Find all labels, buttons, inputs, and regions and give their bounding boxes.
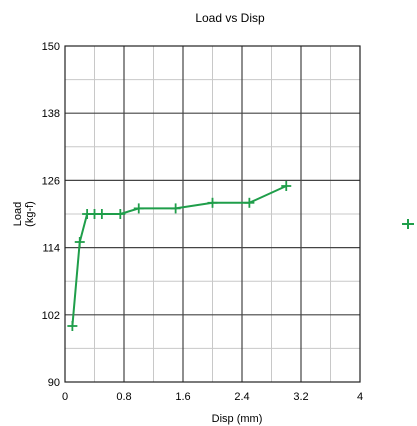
- data-point: [207, 197, 218, 208]
- series-layer: [67, 181, 292, 331]
- plot-frame: [64, 45, 361, 383]
- y-axis-label: Load (kg-f): [12, 201, 36, 227]
- y-tick-label: 102: [42, 310, 60, 322]
- data-point: [170, 203, 181, 214]
- data-point: [133, 203, 144, 214]
- x-tick-label: 4: [357, 391, 363, 403]
- y-tick-label: 114: [42, 243, 60, 255]
- x-tick-label: 1.6: [175, 391, 190, 403]
- y-tick-label: 138: [42, 108, 60, 120]
- x-tick-label: 0: [62, 391, 68, 403]
- chart-title: Load vs Disp: [195, 11, 265, 25]
- data-point: [74, 237, 85, 247]
- data-point: [96, 209, 107, 219]
- data-point: [244, 197, 255, 208]
- y-tick-label: 90: [48, 377, 60, 389]
- x-tick-label: 2.4: [234, 391, 249, 403]
- y-axis-label-line-1: Load: [12, 202, 24, 226]
- minor-grid: [65, 46, 360, 382]
- legend-marker: [402, 219, 414, 229]
- major-grid: [65, 46, 360, 382]
- legend: [402, 219, 414, 229]
- data-point: [281, 181, 292, 191]
- data-point: [67, 321, 78, 331]
- y-axis-label-line-2: (kg-f): [24, 201, 36, 227]
- y-tick-label: 150: [42, 41, 60, 53]
- data-point: [115, 209, 126, 219]
- x-tick-labels: 0 0.8 1.6 2.4 3.2 4: [62, 391, 363, 403]
- x-axis-label: Disp (mm): [212, 413, 263, 425]
- x-tick-label: 0.8: [116, 391, 131, 403]
- y-tick-labels: 150 138 126 114 102 90: [42, 41, 60, 389]
- x-tick-label: 3.2: [293, 391, 308, 403]
- series-line: [71, 185, 287, 327]
- y-tick-label: 126: [42, 175, 60, 187]
